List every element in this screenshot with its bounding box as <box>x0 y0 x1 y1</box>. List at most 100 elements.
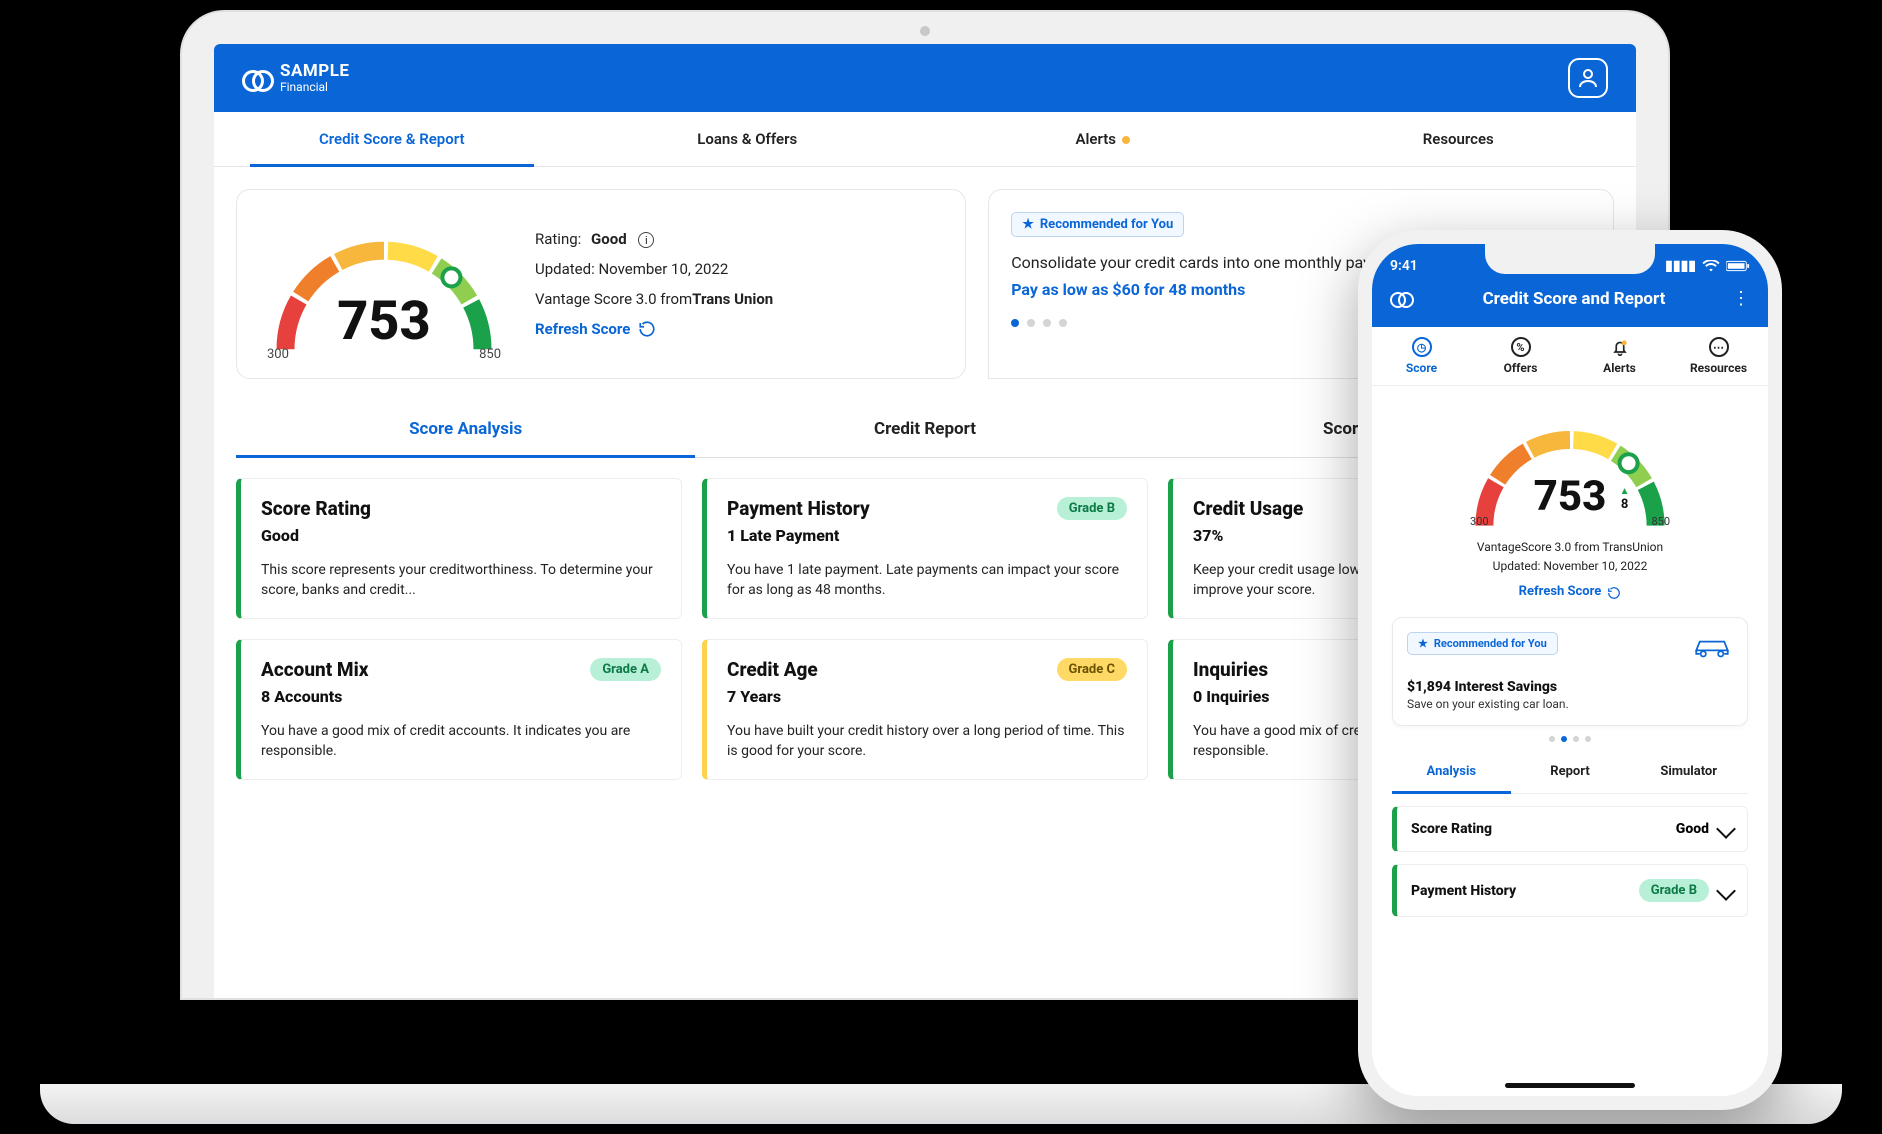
factor-title: Credit Age <box>727 658 818 681</box>
star-icon: ★ <box>1418 637 1428 650</box>
score-delta: 8 <box>1588 486 1630 512</box>
score-rating: Rating: Good i <box>535 230 773 248</box>
row-title: Payment History <box>1411 883 1516 899</box>
refresh-icon <box>1607 586 1621 600</box>
brand-sub: Financial <box>280 81 350 94</box>
mobile-tab-offers[interactable]: %Offers <box>1471 337 1570 375</box>
factor-value: 7 Years <box>727 687 1127 706</box>
mobile-body: 753 8 300 850 VantageScore 3.0 from Tran… <box>1372 386 1768 931</box>
info-icon[interactable]: i <box>638 232 654 248</box>
tab-label: Offers <box>1504 361 1538 375</box>
mobile-subtabs: AnalysisReportSimulator <box>1392 752 1748 794</box>
alert-dot-icon <box>1122 136 1130 144</box>
score-max: 850 <box>479 347 501 362</box>
refresh-icon <box>638 320 656 338</box>
mobile-subtab-simulator[interactable]: Simulator <box>1629 752 1748 794</box>
score-source: Vantage Score 3.0 fromTrans Union <box>535 290 773 308</box>
mobile-refresh-button[interactable]: Refresh Score <box>1519 582 1622 603</box>
factor-title: Account Mix <box>261 658 368 681</box>
factor-desc: This score represents your creditworthin… <box>261 561 661 600</box>
more-menu-button[interactable]: ⋮ <box>1732 288 1750 309</box>
signal-icon: ▮▮▮▮ <box>1665 258 1696 274</box>
factor-card-credit-age[interactable]: Credit Age Grade C 7 Years You have built y… <box>702 639 1148 780</box>
subtab-score-analysis[interactable]: Score Analysis <box>236 403 695 458</box>
mobile-factor-row-payment-history[interactable]: Payment History Grade B <box>1392 864 1748 917</box>
factor-title: Inquiries <box>1193 658 1268 681</box>
refresh-score-button[interactable]: Refresh Score <box>535 320 773 338</box>
laptop-camera <box>920 26 930 36</box>
mobile-score-updated: Updated: November 10, 2022 <box>1392 557 1748 576</box>
status-icons: ▮▮▮▮ <box>1665 258 1750 274</box>
grade-badge: Grade B <box>1639 879 1709 902</box>
nav-tab-alerts[interactable]: Alerts <box>925 112 1281 166</box>
recommended-badge: ★ Recommended for You <box>1011 212 1184 237</box>
mobile-score-value: 753 <box>1460 472 1680 521</box>
factor-title: Credit Usage <box>1193 497 1303 520</box>
mobile-tab-alerts[interactable]: Alerts <box>1570 337 1669 375</box>
mobile-tab-resources[interactable]: ⋯ Resources <box>1669 337 1768 375</box>
nav-tab-loans-offers[interactable]: Loans & Offers <box>570 112 926 166</box>
score-value: 753 <box>259 290 509 353</box>
carousel-dot[interactable] <box>1027 319 1035 327</box>
mobile-title: Credit Score and Report <box>1483 289 1666 309</box>
score-updated: Updated: November 10, 2022 <box>535 260 773 278</box>
carousel-dot[interactable] <box>1585 736 1591 742</box>
battery-icon <box>1726 260 1750 272</box>
tab-label: Alerts <box>1603 361 1636 375</box>
grade-badge: Grade A <box>590 658 661 681</box>
phone-notch <box>1485 244 1655 274</box>
score-card: 753 300 850 Rating: Good i Updated: Nove… <box>236 189 966 379</box>
carousel-dot[interactable] <box>1561 736 1567 742</box>
profile-button[interactable] <box>1568 58 1608 98</box>
mobile-factor-row-score-rating[interactable]: Score RatingGood <box>1392 806 1748 852</box>
brand-name: SAMPLE <box>280 63 350 81</box>
carousel-dot[interactable] <box>1043 319 1051 327</box>
nav-tab-resources[interactable]: Resources <box>1281 112 1637 166</box>
factor-value: Good <box>261 526 661 545</box>
user-icon <box>1576 66 1600 90</box>
grade-badge: Grade C <box>1057 658 1127 681</box>
carousel-dot[interactable] <box>1059 319 1067 327</box>
rec-headline: $1,894 Interest Savings <box>1407 679 1733 695</box>
factor-card-payment-history[interactable]: Payment HistoryGrade B1 Late PaymentYou … <box>702 478 1148 619</box>
home-indicator[interactable] <box>1505 1083 1635 1088</box>
mobile-tabs: ◷Score%Offers Alerts ⋯ Resources <box>1372 327 1768 386</box>
mobile-score-max: 850 <box>1651 515 1670 528</box>
mobile-logo-icon[interactable] <box>1390 290 1416 308</box>
chevron-down-icon <box>1716 881 1736 901</box>
nav-tab-credit-score-report[interactable]: Credit Score & Report <box>214 112 570 166</box>
factor-desc: You have a good mix of credit accounts. … <box>261 722 661 761</box>
factor-value: 1 Late Payment <box>727 526 1127 545</box>
phone-frame: 9:41 ▮▮▮▮ Credit Score and Report ⋮ ◷Sco… <box>1358 230 1782 1110</box>
mobile-score-source: VantageScore 3.0 from TransUnion <box>1392 538 1748 557</box>
brand-logo[interactable]: SAMPLE Financial <box>242 63 350 93</box>
score-gauge: 753 300 850 <box>259 212 509 356</box>
tab-label: Resources <box>1690 361 1747 375</box>
tab-icon: ◷ <box>1412 337 1432 357</box>
mobile-score-min: 300 <box>1470 515 1489 528</box>
row-title: Score Rating <box>1411 821 1492 837</box>
factor-card-score-rating[interactable]: Score RatingGoodThis score represents yo… <box>236 478 682 619</box>
mobile-subtab-analysis[interactable]: Analysis <box>1392 752 1511 794</box>
score-min: 300 <box>267 347 289 362</box>
factor-value: 8 Accounts <box>261 687 661 706</box>
star-icon: ★ <box>1022 217 1034 232</box>
mobile-subtab-report[interactable]: Report <box>1511 752 1630 794</box>
mobile-carousel-dots[interactable] <box>1392 736 1748 742</box>
car-icon <box>1691 632 1733 660</box>
carousel-dot[interactable] <box>1549 736 1555 742</box>
mobile-rec-card[interactable]: ★ Recommended for You $1,894 Interest Sa… <box>1392 617 1748 726</box>
grade-badge: Grade B <box>1057 497 1127 520</box>
factor-card-account-mix[interactable]: Account Mix Grade A 8 Accounts You have a g… <box>236 639 682 780</box>
status-time: 9:41 <box>1390 258 1418 274</box>
subtab-credit-report[interactable]: Credit Report <box>695 403 1154 458</box>
mobile-tab-score[interactable]: ◷Score <box>1372 337 1471 375</box>
tab-icon: ⋯ <box>1709 337 1729 357</box>
chevron-down-icon <box>1716 819 1736 839</box>
factor-title: Payment History <box>727 497 870 520</box>
rec-sub: Save on your existing car loan. <box>1407 697 1733 711</box>
carousel-dot[interactable] <box>1573 736 1579 742</box>
recommended-badge: ★ Recommended for You <box>1407 632 1558 655</box>
factor-desc: You have built your credit history over … <box>727 722 1127 761</box>
carousel-dot[interactable] <box>1011 319 1019 327</box>
